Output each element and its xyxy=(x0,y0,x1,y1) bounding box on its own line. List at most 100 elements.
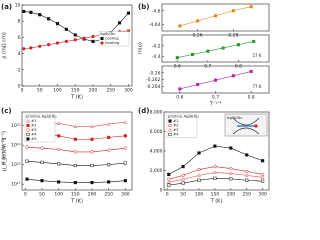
y-tick-label: 10¹⁷ xyxy=(11,182,21,188)
chart: 0 50 100 150 200 250 300 0 2,000 4,000 6,000 8,000 T… xyxy=(2,110,270,205)
point xyxy=(118,21,122,25)
y-tick-label: 8 xyxy=(18,19,21,25)
point xyxy=(196,83,200,87)
point xyxy=(167,183,171,187)
plot-frame xyxy=(21,111,133,191)
panel-label: (d) xyxy=(138,107,149,115)
point xyxy=(90,124,94,128)
point xyxy=(29,10,33,14)
y-tick-label: 0 xyxy=(18,84,21,90)
y-tick-label: -0.262 xyxy=(146,77,161,83)
point xyxy=(40,179,44,183)
legend-label: #1 xyxy=(31,118,37,123)
point xyxy=(197,178,201,182)
series-line xyxy=(177,41,254,58)
point xyxy=(245,178,249,182)
x-tick-label: 200 xyxy=(88,192,97,198)
point xyxy=(231,9,235,13)
point xyxy=(213,176,217,180)
legend-label: #1 xyxy=(173,118,179,123)
point xyxy=(25,177,29,181)
point xyxy=(73,137,77,141)
point xyxy=(197,173,201,177)
x-tick-label: 100 xyxy=(54,192,63,198)
point xyxy=(191,52,195,56)
y-axis-label: ln(ρ) xyxy=(138,42,144,54)
x-axis-label: T⁻¹ᐟ⁴ xyxy=(209,102,222,108)
y-tick-label: 0 xyxy=(160,188,163,194)
point xyxy=(57,147,61,152)
inset-curve xyxy=(232,117,260,126)
point xyxy=(46,43,51,47)
point xyxy=(231,74,235,78)
y-tick-label: -0.264 xyxy=(146,84,161,90)
y-tick-label: 2,000 xyxy=(150,168,163,174)
point xyxy=(26,137,30,141)
y-tick-label: 10 xyxy=(15,3,21,9)
point xyxy=(168,123,172,128)
x-tick-label: 200 xyxy=(227,192,236,198)
point xyxy=(29,46,33,50)
point xyxy=(126,11,131,15)
point xyxy=(123,179,127,183)
point xyxy=(123,146,127,150)
point xyxy=(22,9,26,14)
point xyxy=(56,121,61,125)
point xyxy=(73,181,77,185)
x-tick-label: 0 xyxy=(24,192,27,198)
x-axis-label: T (K) xyxy=(70,95,83,101)
point xyxy=(57,134,61,138)
panel-label: (c) xyxy=(1,107,12,115)
y-tick-label: -0.26 xyxy=(149,70,161,76)
chart: 0 50 100 150 200 250 300 10¹⁷ 10¹⁸ 10¹⁹ 10²⁰ T (K) n… xyxy=(2,111,133,205)
point xyxy=(107,163,111,167)
point xyxy=(107,148,111,152)
point xyxy=(26,128,30,132)
x-tick-label: 250 xyxy=(106,88,115,94)
point xyxy=(167,172,171,176)
point xyxy=(260,175,265,179)
point xyxy=(73,33,77,37)
y-tick-label: 8,000 xyxy=(150,110,163,116)
y-tick-label: -4.2 xyxy=(152,43,161,49)
legend-label: heating xyxy=(105,40,120,45)
point xyxy=(178,87,182,91)
figure: (a) (b) (c) (d) 0 50 100 150 200 250 300024681… xyxy=(1,3,270,205)
point xyxy=(73,38,77,42)
x-axis-label: T (K) xyxy=(210,199,223,205)
chart: 0.6 0.7 0.8 -0.264-0.262-0.26 T⁻¹ᐟ⁴ 77 K xyxy=(146,65,270,108)
legend-box xyxy=(98,31,130,47)
x-tick-label: 50 xyxy=(39,192,45,198)
y-tick-label: 10¹⁸ xyxy=(11,162,21,168)
point xyxy=(100,36,104,41)
point xyxy=(244,173,249,177)
legend-title: AgSbTe₂ xyxy=(100,31,116,36)
point xyxy=(229,146,233,150)
point xyxy=(249,5,253,9)
point xyxy=(123,161,127,165)
point xyxy=(168,132,172,137)
y-axis-label: ρ (mΩ cm) xyxy=(2,32,8,59)
x-tick-label: 0.7 xyxy=(212,95,219,101)
point xyxy=(25,159,29,163)
point xyxy=(261,159,265,163)
point xyxy=(26,132,30,137)
legend-title: pristine AgSbTe₂ xyxy=(26,114,57,119)
legend-label: #3 xyxy=(173,127,179,132)
point xyxy=(38,13,42,17)
point xyxy=(229,166,233,171)
point xyxy=(91,34,95,39)
point xyxy=(55,22,60,26)
y-tick-label: -4.4 xyxy=(152,54,161,60)
chart: 0 50 100 150 200 250 300 0 2 4 6 8 10 T (K) ρ (mΩ cm) A… xyxy=(2,3,133,101)
point xyxy=(47,17,51,21)
y-tick-label: -4.6 xyxy=(152,8,161,14)
legend-box xyxy=(24,113,56,143)
point xyxy=(57,180,61,184)
point xyxy=(73,150,77,154)
point xyxy=(261,179,265,183)
point xyxy=(168,127,172,132)
point xyxy=(245,169,249,174)
x-tick-label: 0.6 xyxy=(176,95,183,101)
annotation: 57 K xyxy=(253,53,262,58)
